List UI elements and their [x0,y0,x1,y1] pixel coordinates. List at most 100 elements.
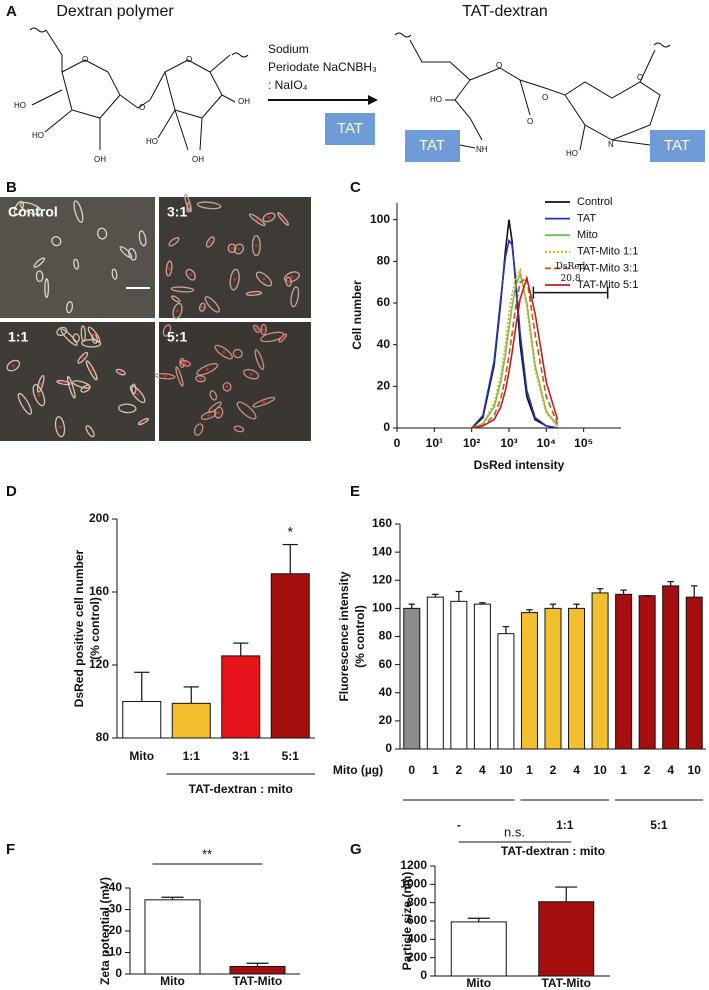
cell-red [189,273,193,277]
panel-label: C [350,179,361,196]
x-tick-label: 5:1 [282,749,300,763]
cell [198,302,206,312]
group-label: 1:1 [556,818,574,832]
gate-label: DsRed [556,262,586,272]
tat-box [405,130,460,162]
significance: n.s. [504,824,525,839]
cell-red [81,356,85,360]
cell-red [205,367,209,371]
cell [277,212,289,226]
group-label: 5:1 [650,818,668,832]
legend-label: TAT-Mito 1:1 [577,246,638,258]
x-tick-label: 1 [620,763,627,777]
legend-label: Mito [577,229,598,241]
cell [54,416,66,438]
cell [214,344,233,360]
y-tick-label: 1000 [400,877,427,891]
x-tick-label: 2 [644,763,651,777]
atom: OH [192,155,204,164]
tat-label: TAT [419,137,445,154]
bar [450,921,507,977]
y-tick-label: 0 [385,741,392,755]
cell-red [119,370,123,374]
bar [615,593,633,750]
cell-red [198,377,202,381]
cell [72,333,80,343]
y-tick-label: -40 [105,880,123,894]
cell-red [262,328,266,332]
cell [285,276,292,287]
x-tick-label: 2 [456,763,463,777]
x-tick-label: 4 [667,763,674,777]
cell [245,290,263,296]
atom: N [608,140,614,149]
atom: HO [32,131,44,140]
y-axis-label: Particle size (nm) [400,872,414,971]
cell [51,236,62,247]
cell-red [252,291,256,295]
cell [243,368,260,380]
cell [278,333,288,343]
x-tick-label: 3:1 [232,749,250,763]
cell [283,271,300,283]
cell-red [290,275,294,279]
bar [221,655,261,739]
y-tick-label: 0 [420,968,427,982]
atom: O [637,73,643,82]
atom: HO [566,149,578,158]
panel-label: D [6,483,17,500]
bar [144,899,201,975]
y-tick-label: 1200 [400,858,427,872]
x-axis-label: TAT-dextran : mito [501,844,605,858]
x-tick-label: 10 [499,763,513,777]
cell [77,351,89,364]
y-tick-label: 100 [372,601,392,615]
cell-red [281,336,285,340]
cell [131,383,137,395]
gate-percent: 20.8 [561,274,581,284]
atom: HO [430,95,442,104]
y-axis-label: DsRed positive cell number [72,549,86,707]
x-tick-label: 1 [432,763,439,777]
cell [66,301,74,314]
scheme: Dextran polymer TAT-dextran Sodium Perio… [14,3,705,164]
bar [538,901,595,977]
cell [81,339,102,348]
y-axis-label: Fluorescence intensity [337,571,351,701]
cell-red [267,215,271,219]
cell [209,390,218,401]
cell-red [225,385,229,389]
y-tick-label: -10 [105,945,123,959]
bar [122,701,162,739]
x-tick-label: 10 [593,763,607,777]
cell [56,379,71,386]
x-tick-label: 2 [550,763,557,777]
x-tick-label: TAT-Mito [541,976,591,990]
cell [138,417,149,426]
y-tick-label: 60 [379,657,393,671]
x-tick-label: 10² [463,436,480,450]
cell [168,237,180,247]
series-line [471,238,558,429]
cell-red [255,327,259,331]
cell [32,384,46,407]
cell [171,295,181,303]
y-tick-label: 200 [407,950,427,964]
cell [128,247,137,261]
x-axis-label: TAT-dextran : mito [189,782,293,796]
group-label: - [457,818,461,832]
y-tick-label: 40 [379,685,393,699]
cell-red [58,425,62,429]
x-tick-label: TAT-Mito [233,974,283,988]
x-tick-label: 4 [573,763,580,777]
atom: NH [476,145,488,154]
significance: * [288,523,294,539]
x-tick-label: Mito [466,976,491,990]
cell [233,243,244,255]
x-tick-label: 10⁵ [574,436,593,450]
micrograph-label: Control [8,204,58,220]
cell [233,425,245,433]
cell [44,278,50,299]
cell [195,375,206,383]
cell-red [39,382,43,386]
